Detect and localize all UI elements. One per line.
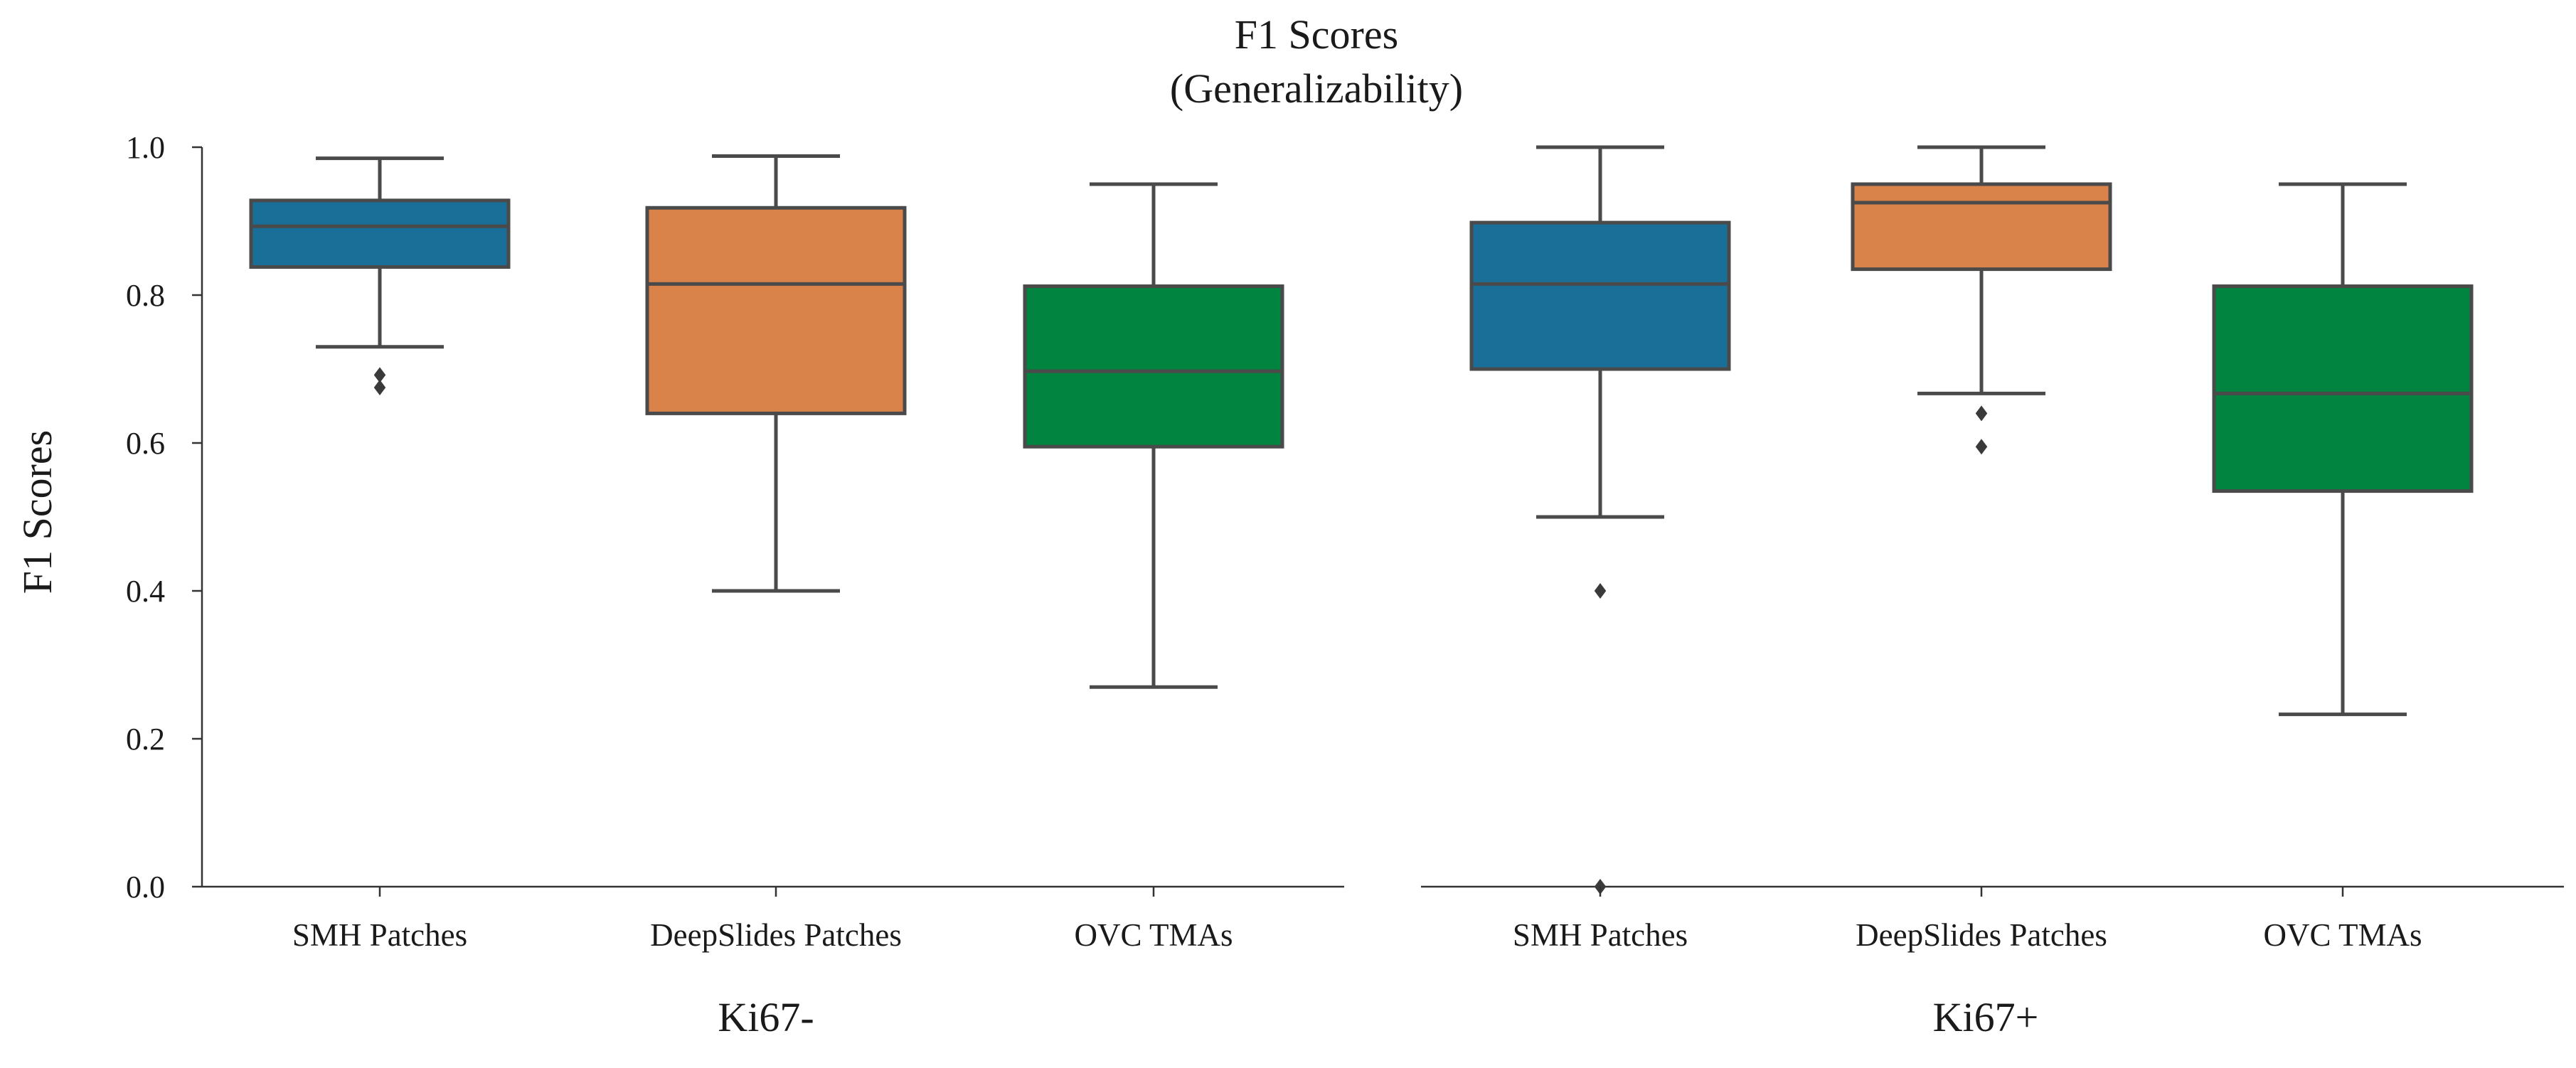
x-ticks-ki67-negative: SMH Patches DeepSlides Patches OVC TMAs xyxy=(292,887,1233,953)
y-tick-label-1: 0.2 xyxy=(126,722,165,757)
box-group-ki67-negative-deepslides-patches xyxy=(645,154,907,593)
box-ki67-negative-smh-patches xyxy=(249,198,511,269)
panel-ki67-negative: SMH Patches DeepSlides Patches OVC TMAs Ki… xyxy=(202,154,1344,1040)
box-group-ki67-negative-smh-patches xyxy=(249,156,511,395)
y-tick-label-5: 1.0 xyxy=(126,130,165,165)
box-group-ki67-positive-ovc-tmas xyxy=(2212,182,2474,717)
x-ticks-ki67-positive: SMH Patches DeepSlides Patches OVC TMAs xyxy=(1513,887,2422,953)
x-tick-label-ki67-negative-smh-patches: SMH Patches xyxy=(292,917,467,953)
box-ki67-positive-smh-patches xyxy=(1469,220,1731,371)
outlier-ki67-positive-smh-patches-0 xyxy=(1594,583,1607,599)
y-tick-label-2: 0.4 xyxy=(126,574,165,609)
y-tick-label-0: 0.0 xyxy=(126,870,165,904)
box-group-ki67-negative-ovc-tmas xyxy=(1023,182,1284,689)
outlier-ki67-positive-deepslides-patches-1 xyxy=(1975,439,1988,455)
box-group-ki67-positive-deepslides-patches xyxy=(1851,145,2112,455)
y-axis: 0.0 0.2 0.4 0.6 0.8 1.0 xyxy=(126,130,203,904)
x-tick-label-ki67-negative-deepslides-patches: DeepSlides Patches xyxy=(650,917,902,953)
x-tick-label-ki67-positive-ovc-tmas: OVC TMAs xyxy=(2264,917,2422,953)
outlier-ki67-negative-smh-patches-0 xyxy=(373,380,386,395)
boxes-ki67-positive xyxy=(1469,145,2474,895)
box-ki67-negative-ovc-tmas xyxy=(1023,284,1284,449)
chart-subtitle: (Generalizability) xyxy=(1170,65,1463,112)
x-tick-label-ki67-positive-deepslides-patches: DeepSlides Patches xyxy=(1856,917,2107,953)
outlier-ki67-positive-deepslides-patches-0 xyxy=(1975,405,1988,422)
box-ki67-negative-deepslides-patches xyxy=(645,205,907,415)
box-ki67-positive-ovc-tmas xyxy=(2212,284,2474,493)
outlier-ki67-negative-smh-patches-1 xyxy=(373,367,386,383)
panel-label-ki67-positive: Ki67+ xyxy=(1933,994,2039,1040)
y-tick-label-4: 0.8 xyxy=(126,278,165,313)
panel-label-ki67-negative: Ki67- xyxy=(718,994,814,1040)
chart-title: F1 Scores xyxy=(1235,11,1398,58)
x-tick-label-ki67-positive-smh-patches: SMH Patches xyxy=(1513,917,1688,953)
panel-ki67-positive: SMH Patches DeepSlides Patches OVC TMAs Ki… xyxy=(1421,145,2564,1040)
box-group-ki67-positive-smh-patches xyxy=(1469,145,1731,895)
y-ticks: 0.0 0.2 0.4 0.6 0.8 1.0 xyxy=(126,130,202,904)
y-tick-label-3: 0.6 xyxy=(126,426,165,461)
boxes-ki67-negative xyxy=(249,154,1284,689)
x-tick-label-ki67-negative-ovc-tmas: OVC TMAs xyxy=(1075,917,1233,953)
y-axis-label: F1 Scores xyxy=(14,430,60,594)
box-ki67-positive-deepslides-patches xyxy=(1851,182,2112,272)
